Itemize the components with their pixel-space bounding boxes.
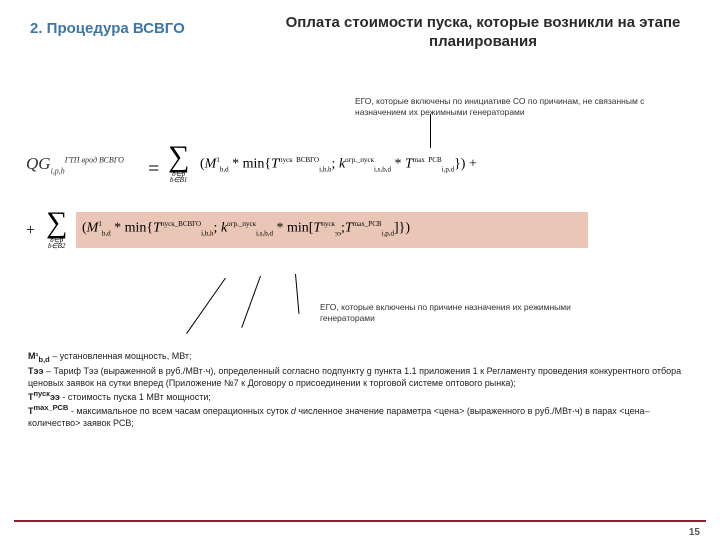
sigma-1: ∑ b∈p b∈B1 [168, 142, 189, 184]
section-label: 2. Процедура ВСВГО [30, 20, 185, 37]
callout-bottom: ЕГО, которые включены по причине назначе… [320, 302, 600, 323]
equals-sign: = [148, 158, 159, 181]
formula-line-1: QGi,p,hГТП врод ВСВГО = ∑ b∈p b∈B1 (M1b,… [26, 148, 694, 200]
sigma-symbol-2: ∑ [46, 208, 67, 238]
formula-block: QGi,p,hГТП врод ВСВГО = ∑ b∈p b∈B1 (M1b,… [26, 148, 694, 260]
lhs-var: QG [26, 154, 51, 173]
sigma-2: ∑ b∈p b∈B2 [46, 208, 67, 250]
def-line-2: Тээ – Тариф Тээ (выраженной в руб./МВт·ч… [28, 365, 692, 389]
leader-line-2b [241, 276, 261, 328]
footer-rule [14, 520, 706, 522]
formula-line-2: + ∑ b∈p b∈B2 (M1b,d * min{Tпуск_ВСВГОi,b… [26, 210, 694, 260]
page-number: 15 [689, 527, 700, 538]
plus-start: + [26, 222, 35, 240]
sigma1-sub2: b∈B1 [168, 177, 189, 184]
sigma2-sub2: b∈B2 [46, 243, 67, 250]
formula-term-2: (M1b,d * min{Tпуск_ВСВГОi,b,h; kогр._пус… [82, 220, 410, 237]
def-line-1: M¹b,d – установленная мощность, МВт; [28, 350, 692, 365]
callout-top: ЕГО, которые включены по инициативе СО п… [355, 96, 665, 117]
page-title: Оплата стоимости пуска, которые возникли… [270, 14, 696, 52]
leader-line-2c [295, 274, 299, 314]
def-line-4: Tmax_РСВ - максимальное по всем часам оп… [28, 403, 692, 429]
lhs-sub: i,p,h [51, 166, 65, 175]
lhs-sup: ГТП врод ВСВГО [65, 155, 124, 164]
definitions-block: M¹b,d – установленная мощность, МВт; Тээ… [28, 350, 692, 430]
formula-lhs: QGi,p,hГТП врод ВСВГО [26, 154, 124, 175]
leader-line-2a [186, 278, 226, 334]
formula-term-1: (M1b,d * min{Tпуск ВСВГОi,b,h; kогр._пус… [200, 156, 477, 173]
def-line-3: Tпускээ - стоимость пуска 1 МВт мощности… [28, 389, 692, 403]
sigma-symbol: ∑ [168, 142, 189, 172]
leader-line-1 [430, 114, 431, 148]
